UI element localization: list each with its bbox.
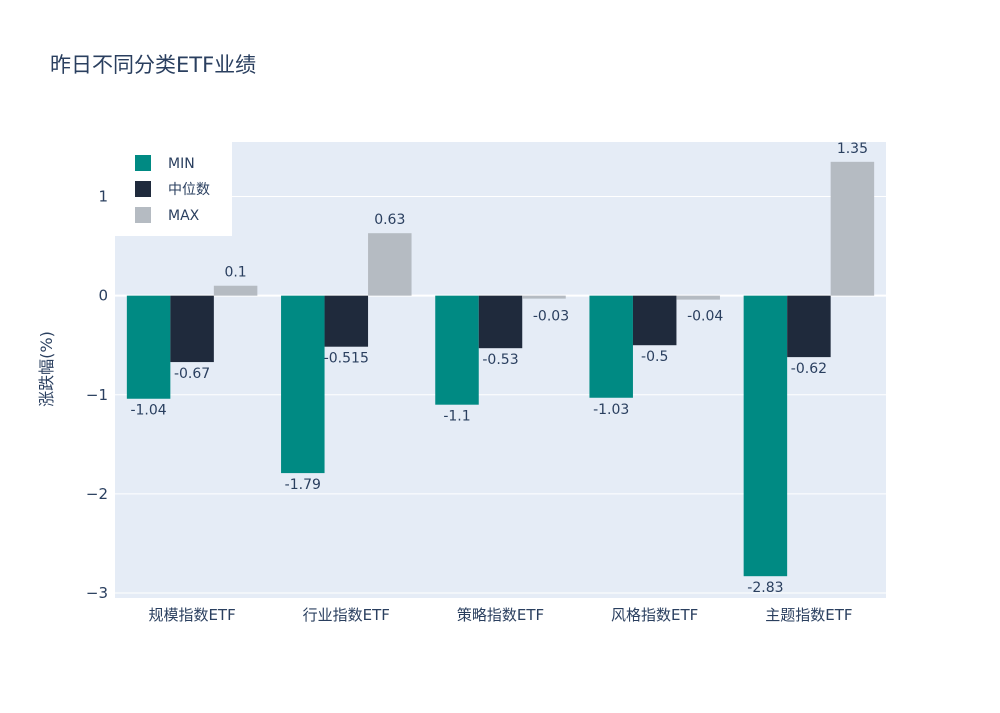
bar [830, 161, 875, 296]
data-label: 1.35 [837, 141, 868, 157]
data-label: -2.83 [747, 580, 783, 596]
y-tick-label: −2 [86, 485, 108, 503]
data-label: -0.62 [791, 361, 827, 377]
legend-item-label: 中位数 [168, 182, 210, 198]
y-tick-label: 0 [98, 287, 108, 305]
data-label: -0.04 [687, 309, 723, 325]
data-label: -0.515 [324, 351, 369, 367]
bar [632, 295, 677, 346]
data-label: -0.53 [482, 352, 518, 368]
bar [589, 295, 633, 398]
chart-title: 昨日不同分类ETF业绩 [50, 53, 256, 77]
x-tick-label: 策略指数ETF [457, 606, 544, 624]
bar [522, 295, 566, 299]
legend-item-label: MAX [168, 208, 200, 224]
legend-background [115, 142, 232, 236]
legend-swatch [135, 181, 151, 197]
x-tick-label: 风格指数ETF [611, 606, 698, 624]
legend-swatch [135, 207, 151, 223]
y-tick-label: −3 [86, 584, 108, 602]
y-tick-label: −1 [86, 386, 108, 404]
bar [281, 295, 325, 474]
bar [213, 285, 258, 296]
y-tick-label: 1 [98, 188, 108, 206]
x-tick-label: 主题指数ETF [765, 606, 852, 624]
x-tick-label: 规模指数ETF [148, 606, 235, 624]
bar [435, 295, 479, 405]
bar [324, 295, 369, 347]
data-label: -1.04 [130, 403, 166, 419]
data-label: -1.79 [285, 477, 321, 493]
bar [126, 295, 171, 399]
bars [126, 161, 875, 577]
bar [676, 295, 720, 300]
y-axis-title: 涨跌幅(%) [37, 331, 56, 407]
data-label: 0.1 [224, 265, 246, 281]
data-label: 0.63 [374, 212, 405, 228]
legend[interactable]: MIN 中位数 MAX [115, 142, 232, 236]
bar [368, 233, 412, 296]
legend-item-label: MIN [168, 156, 195, 172]
data-label: -0.5 [641, 349, 668, 365]
x-axis-ticks: 规模指数ETF 行业指数ETF 策略指数ETF 风格指数ETF 主题指数ETF [148, 606, 852, 624]
data-label: -1.1 [443, 409, 470, 425]
data-label: -1.03 [593, 402, 629, 418]
bar [743, 295, 788, 577]
data-label: -0.03 [533, 309, 569, 325]
bar [787, 295, 831, 358]
y-axis-ticks: 1 0 −1 −2 −3 [86, 188, 108, 603]
x-tick-label: 行业指数ETF [303, 606, 390, 624]
legend-swatch [135, 155, 151, 171]
bar [478, 295, 523, 349]
data-label: -0.67 [174, 366, 210, 382]
bar [170, 295, 214, 363]
data-labels: -1.04 -0.67 0.1 -1.79 -0.515 0.63 -1.1 -0.53 -0.… [130, 141, 868, 596]
